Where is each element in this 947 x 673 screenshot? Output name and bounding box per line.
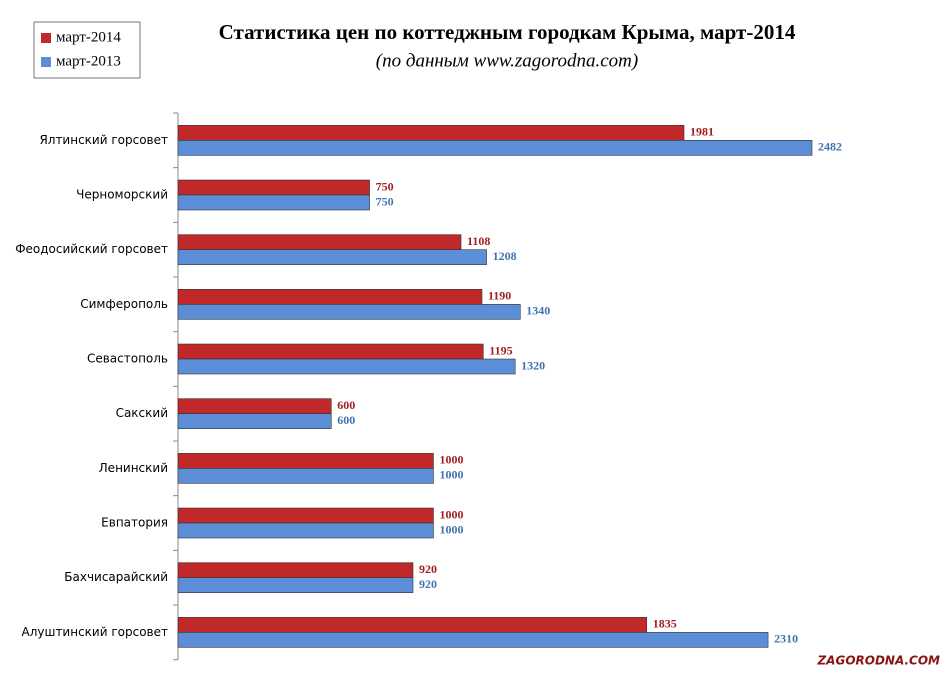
y-tick-label: Сакский — [116, 406, 168, 420]
y-tick-label: Евпатория — [101, 516, 168, 530]
bar — [177, 577, 414, 593]
bar — [177, 632, 769, 648]
value-label: 1340 — [526, 304, 550, 318]
y-tick-label: Алуштинский горсовет — [21, 625, 168, 639]
bar — [177, 562, 414, 578]
bar — [177, 617, 648, 633]
y-tick-label: Ленинский — [99, 461, 168, 475]
value-label: 750 — [376, 179, 394, 193]
bar — [177, 453, 434, 469]
bar — [177, 249, 487, 265]
y-tick-label: Севастополь — [87, 352, 168, 366]
bar — [177, 468, 434, 484]
value-label: 1000 — [439, 468, 463, 482]
y-tick-label: Бахчисарайский — [64, 570, 168, 584]
value-label: 1208 — [493, 249, 517, 263]
value-label: 1195 — [489, 343, 512, 357]
bar — [177, 289, 483, 305]
y-tick-label: Симферополь — [80, 297, 168, 311]
value-label: 1000 — [439, 507, 463, 521]
bar — [177, 398, 332, 414]
legend-label: март-2014 — [56, 29, 121, 45]
y-tick-label: Феодосийский горсовет — [15, 242, 168, 256]
value-label: 2310 — [774, 632, 798, 646]
value-label: 920 — [419, 577, 437, 591]
value-label: 1981 — [690, 125, 714, 139]
y-tick-label: Ялтинский горсовет — [39, 133, 168, 147]
bar — [177, 194, 370, 211]
bar — [177, 304, 521, 320]
legend-swatch — [41, 33, 51, 43]
value-label: 2482 — [818, 140, 842, 154]
bar — [177, 413, 332, 429]
bar — [177, 343, 484, 360]
chart-title: Статистика цен по коттеджным городкам Кр… — [219, 20, 796, 44]
bar — [177, 140, 813, 156]
value-label: 1000 — [439, 453, 463, 467]
value-label: 600 — [337, 413, 355, 427]
value-label: 600 — [337, 398, 355, 412]
value-label: 1320 — [521, 358, 545, 372]
y-tick-label: Черноморский — [76, 188, 168, 202]
bar — [177, 125, 685, 141]
value-label: 1190 — [488, 289, 511, 303]
legend-box — [33, 21, 141, 79]
value-label: 1108 — [467, 234, 490, 248]
value-label: 920 — [419, 562, 437, 576]
bar — [177, 507, 434, 524]
bar — [177, 179, 370, 196]
legend-swatch — [41, 57, 51, 67]
value-label: 750 — [376, 194, 394, 208]
value-label: 1000 — [439, 522, 463, 536]
bar — [177, 358, 516, 375]
legend-label: март-2013 — [56, 53, 121, 69]
value-label: 1835 — [653, 617, 677, 631]
chart-subtitle: (по данным www.zagorodna.com) — [376, 50, 638, 71]
bar — [177, 522, 434, 539]
bar — [177, 234, 462, 250]
watermark: ZAGORODNA.COM — [816, 654, 940, 668]
